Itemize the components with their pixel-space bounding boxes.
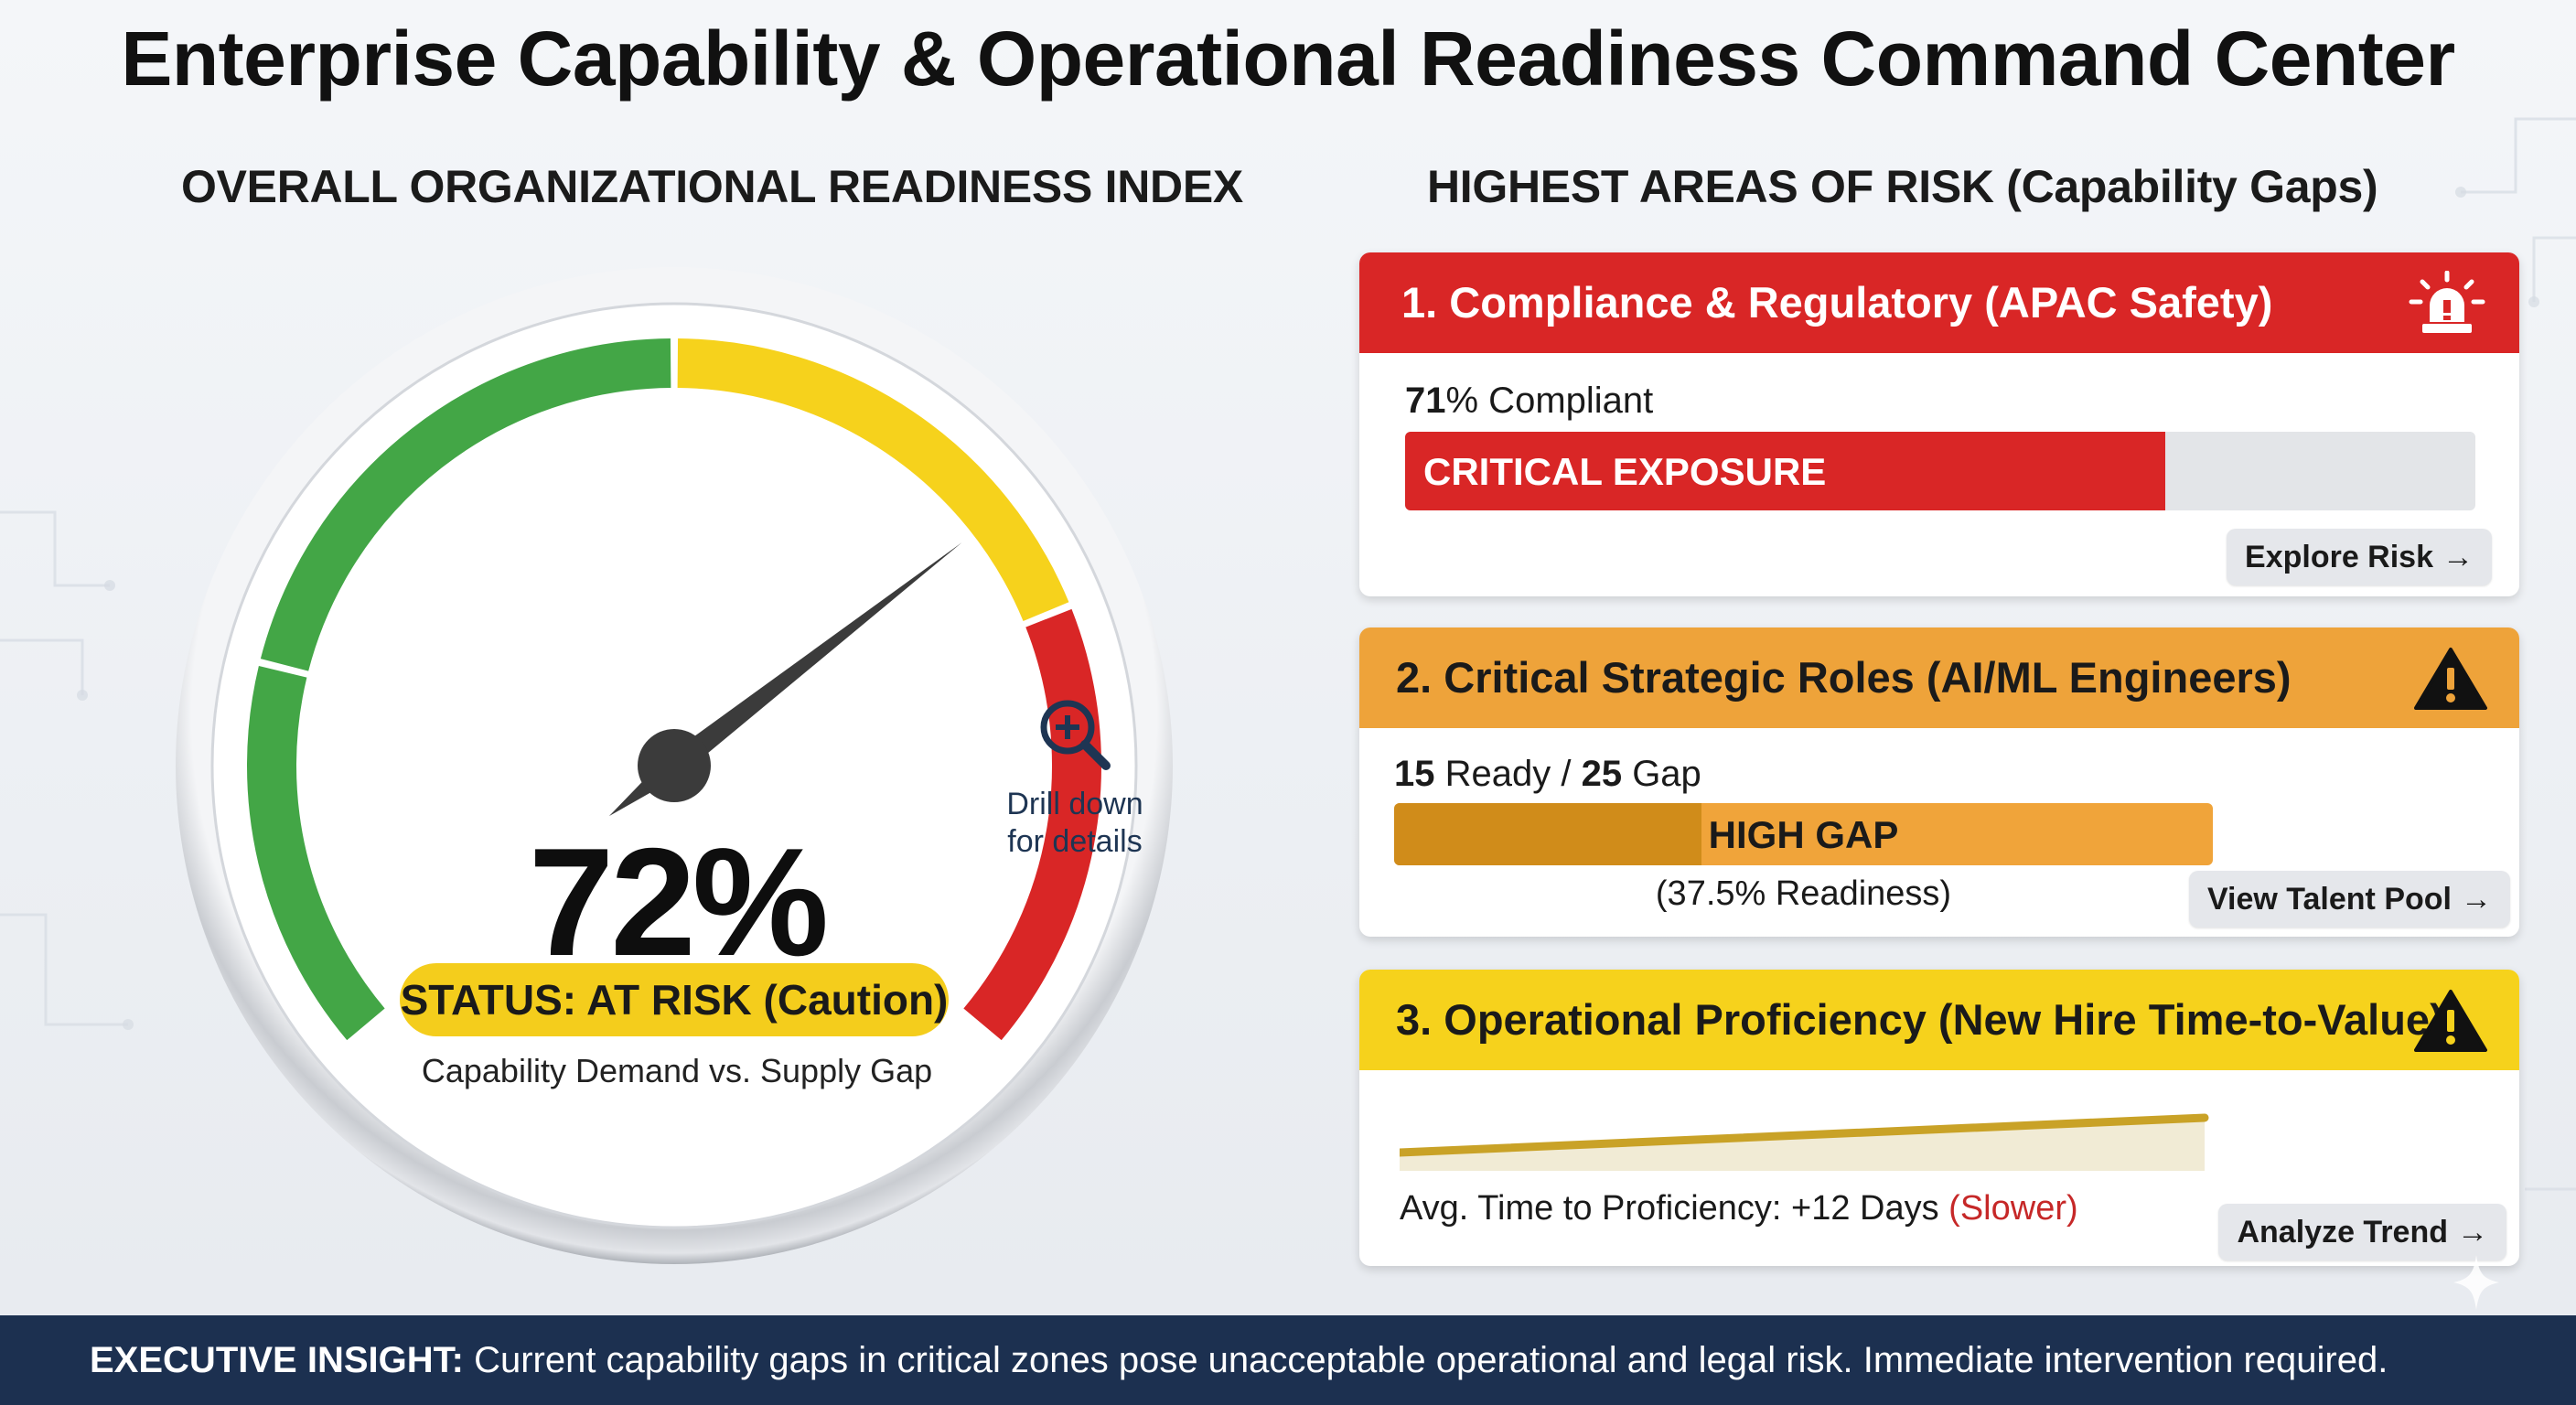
warning-triangle-icon bbox=[2414, 648, 2487, 710]
ready-text: Ready / bbox=[1434, 754, 1582, 794]
drill-down-link[interactable]: Drill down for details bbox=[961, 691, 1189, 861]
readiness-gauge[interactable]: Drill down for details 72% STATUS: AT RI… bbox=[174, 265, 1180, 1271]
gap-count: 25 bbox=[1581, 754, 1623, 794]
status-badge: STATUS: AT RISK (Caution) bbox=[400, 963, 949, 1036]
gauge-arc-red bbox=[963, 608, 1101, 1041]
compliance-suffix: % Compliant bbox=[1445, 381, 1654, 421]
insight-text: Current capability gaps in critical zone… bbox=[463, 1340, 2388, 1380]
roles-progress-fill bbox=[1394, 803, 1701, 865]
high-gap-label: HIGH GAP bbox=[1708, 813, 1899, 856]
risk-card-heading: 1. Compliance & Regulatory (APAC Safety) bbox=[1359, 252, 2519, 353]
zoom-in-icon bbox=[1040, 700, 1111, 770]
compliance-metric: 71% Compliant bbox=[1405, 381, 1653, 422]
arrow-right-icon: → bbox=[2461, 882, 2492, 917]
analyze-trend-button[interactable]: Analyze Trend → bbox=[2218, 1204, 2506, 1260]
executive-insight-banner: EXECUTIVE INSIGHT: Current capability ga… bbox=[0, 1315, 2576, 1405]
risk-section-title: HIGHEST AREAS OF RISK (Capability Gaps) bbox=[1427, 161, 2378, 212]
risk-card-title: 2. Critical Strategic Roles (AI/ML Engin… bbox=[1396, 653, 2292, 702]
risk-card-strategic-roles: 2. Critical Strategic Roles (AI/ML Engin… bbox=[1359, 627, 2519, 937]
compliance-progress-bar: CRITICAL EXPOSURE bbox=[1405, 432, 2475, 510]
view-talent-pool-button[interactable]: View Talent Pool → bbox=[2188, 871, 2510, 928]
explore-risk-label: Explore Risk bbox=[2245, 540, 2433, 574]
gauge-arc-green-low bbox=[247, 665, 385, 1041]
slower-note: (Slower) bbox=[1948, 1189, 2078, 1228]
proficiency-text: Avg. Time to Proficiency: +12 Days bbox=[1400, 1189, 1949, 1228]
risk-card-heading: 2. Critical Strategic Roles (AI/ML Engin… bbox=[1359, 627, 2519, 728]
sparkle-icon bbox=[2453, 1255, 2499, 1310]
risk-card-compliance: 1. Compliance & Regulatory (APAC Safety)… bbox=[1359, 252, 2519, 596]
arrow-right-icon: → bbox=[2457, 1215, 2488, 1249]
proficiency-metric: Avg. Time to Proficiency: +12 Days (Slow… bbox=[1400, 1189, 2078, 1228]
drill-down-line1: Drill down bbox=[1006, 787, 1143, 821]
arrow-right-icon: → bbox=[2442, 540, 2474, 574]
readiness-note: (37.5% Readiness) bbox=[1655, 874, 1952, 913]
risk-card-title: 3. Operational Proficiency (New Hire Tim… bbox=[1396, 995, 2444, 1044]
risk-card-title: 1. Compliance & Regulatory (APAC Safety) bbox=[1401, 278, 2273, 327]
alarm-light-icon bbox=[2409, 271, 2485, 333]
gauge-arc-yellow bbox=[677, 338, 1069, 621]
gap-text: Gap bbox=[1622, 754, 1701, 794]
risk-card-heading: 3. Operational Proficiency (New Hire Tim… bbox=[1359, 970, 2519, 1070]
page-title: Enterprise Capability & Operational Read… bbox=[121, 16, 2455, 102]
compliance-progress-fill bbox=[1405, 432, 2165, 510]
roles-metric: 15 Ready / 25 Gap bbox=[1394, 754, 1701, 795]
gauge-section-title: OVERALL ORGANIZATIONAL READINESS INDEX bbox=[181, 161, 1243, 212]
critical-exposure-label: CRITICAL EXPOSURE bbox=[1423, 450, 1827, 493]
gauge-arc-green-high bbox=[260, 338, 671, 671]
ready-count: 15 bbox=[1394, 754, 1435, 794]
drill-down-line2: for details bbox=[1007, 824, 1143, 859]
roles-progress-bar: HIGH GAP bbox=[1394, 803, 2213, 865]
gauge-subtitle: Capability Demand vs. Supply Gap bbox=[421, 1052, 933, 1089]
analyze-trend-label: Analyze Trend bbox=[2237, 1215, 2448, 1249]
readiness-value: 72% bbox=[528, 816, 829, 988]
risk-card-operational-proficiency: 3. Operational Proficiency (New Hire Tim… bbox=[1359, 970, 2519, 1266]
gauge-needle-hub bbox=[638, 729, 711, 802]
warning-triangle-icon bbox=[2414, 990, 2487, 1052]
proficiency-trend-sparkline bbox=[1400, 1113, 2209, 1171]
compliance-value: 71 bbox=[1405, 381, 1446, 421]
explore-risk-button[interactable]: Explore Risk → bbox=[2227, 529, 2492, 585]
insight-label: EXECUTIVE INSIGHT: bbox=[90, 1340, 464, 1380]
view-talent-pool-label: View Talent Pool bbox=[2206, 882, 2452, 917]
